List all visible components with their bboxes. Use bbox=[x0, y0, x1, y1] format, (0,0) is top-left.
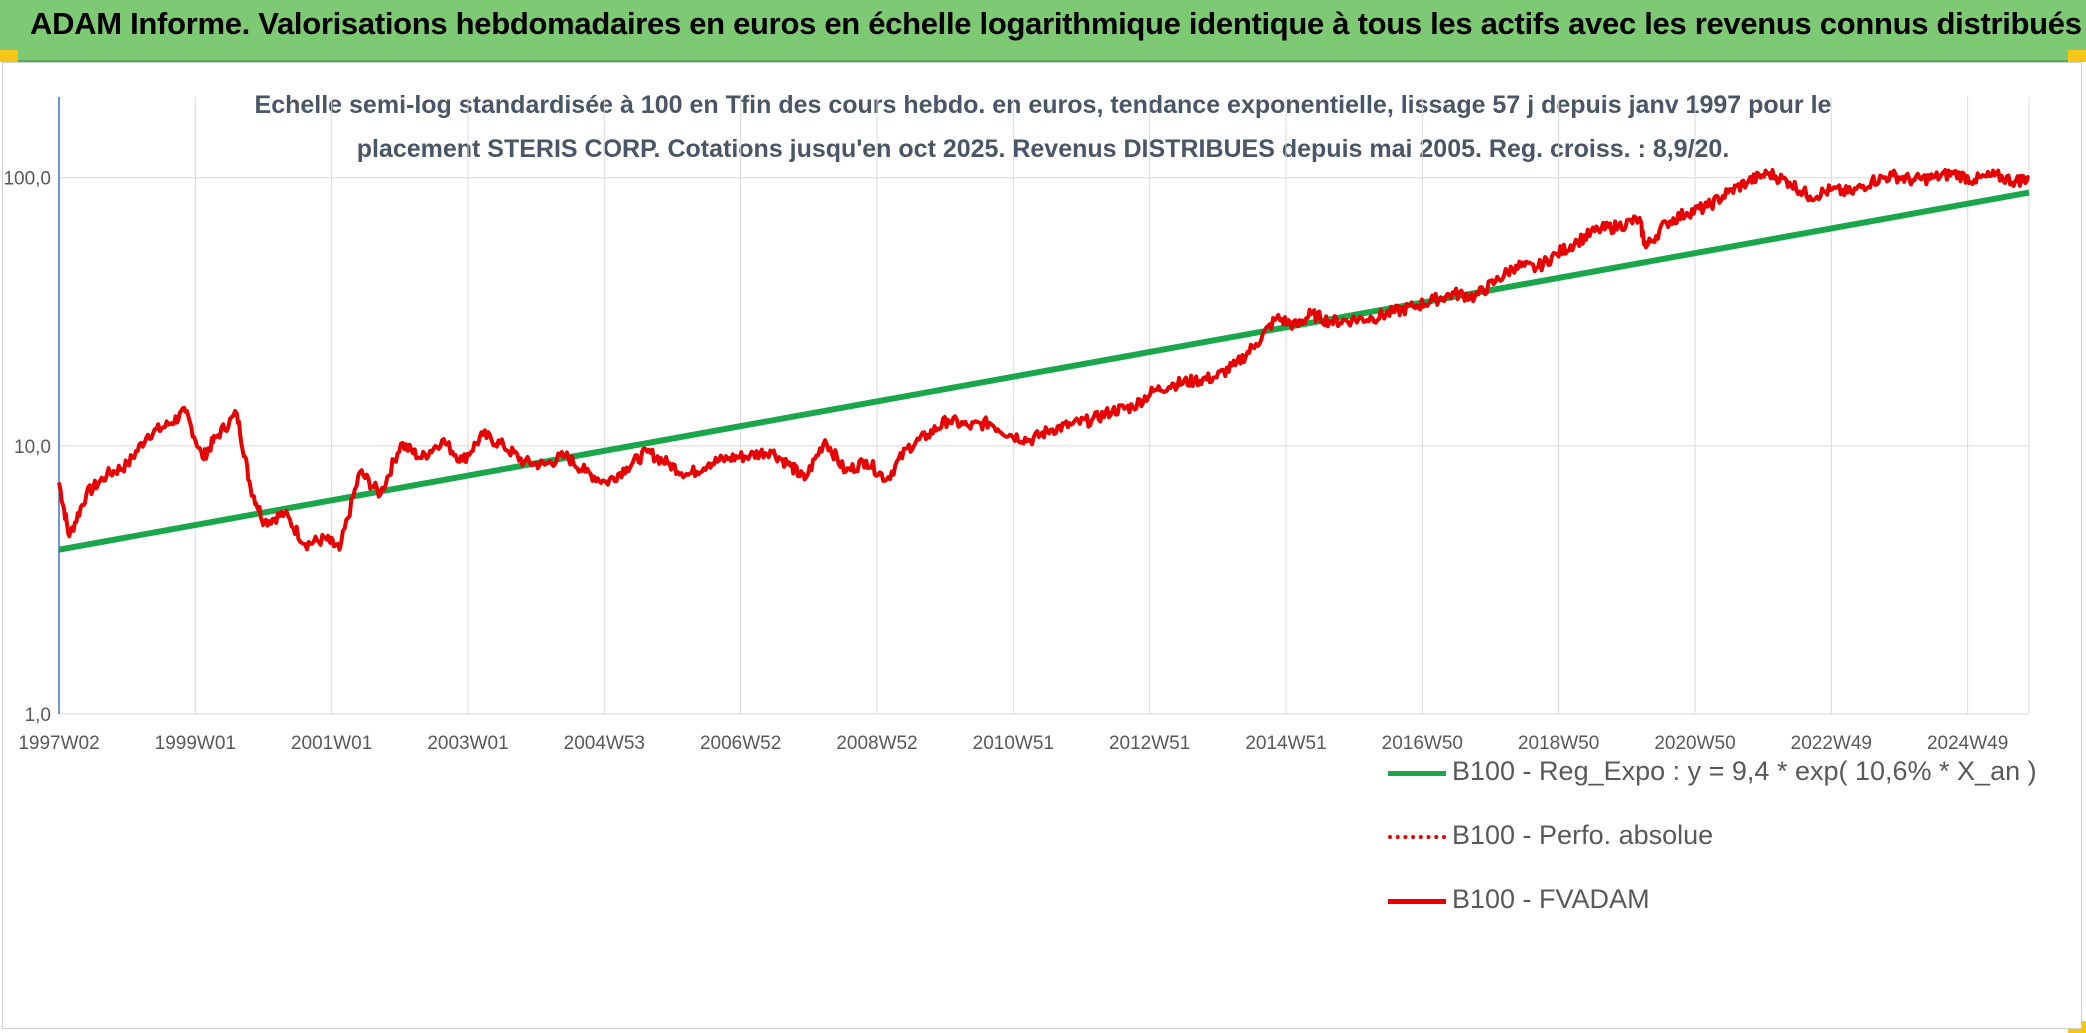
x-tick-label: 2024W49 bbox=[1927, 733, 2008, 754]
x-tick-label: 2014W51 bbox=[1245, 733, 1326, 754]
y-tick-label: 10,0 bbox=[14, 437, 51, 458]
header-band: ADAM Informe. Valorisations hebdomadaire… bbox=[0, 0, 2086, 62]
report-title: ADAM Informe. Valorisations hebdomadaire… bbox=[30, 6, 2082, 41]
series-line-fvadam bbox=[57, 168, 2030, 552]
x-tick-label: 2004W53 bbox=[564, 733, 645, 754]
x-tick-label: 2003W01 bbox=[427, 733, 508, 754]
x-tick-label: 2020W50 bbox=[1654, 733, 1735, 754]
x-axis-ticks: 1997W02 1999W01 2001W01 2003W01 2004W53 2006W… bbox=[18, 733, 2008, 754]
legend-label-trend: B100 - Reg_Expo : y = 9,4 * exp( 10,6% *… bbox=[1452, 756, 2037, 786]
x-tick-label: 2022W49 bbox=[1791, 733, 1872, 754]
y-tick-label: 1,0 bbox=[25, 705, 51, 726]
vertical-gridlines bbox=[58, 97, 2030, 714]
x-tick-label: 2001W01 bbox=[291, 733, 372, 754]
x-tick-label: 2010W51 bbox=[973, 733, 1054, 754]
chart-title-line-2: placement STERIS CORP. Cotations jusqu'e… bbox=[356, 135, 1730, 163]
chart-plot: 1,0 10,0 100,0 1997W02 1999W01 2001W01 2003W0… bbox=[3, 97, 2030, 754]
series-line-trend bbox=[58, 189, 2030, 553]
legend-swatch-perfo bbox=[1388, 835, 1446, 839]
horizontal-gridlines bbox=[58, 97, 2029, 715]
series-layer bbox=[57, 168, 2030, 553]
y-tick-label: 100,0 bbox=[3, 169, 51, 190]
x-tick-label: 2016W50 bbox=[1382, 733, 1463, 754]
x-tick-label: 2006W52 bbox=[700, 733, 781, 754]
x-tick-label: 2008W52 bbox=[836, 733, 917, 754]
x-tick-label: 1997W02 bbox=[18, 733, 99, 754]
x-tick-label: 2012W51 bbox=[1109, 733, 1190, 754]
corner-marker-right bbox=[2068, 50, 2086, 62]
x-tick-label: 2018W50 bbox=[1518, 733, 1599, 754]
legend-label-fvadam: B100 - FVADAM bbox=[1452, 884, 1650, 914]
legend-swatch-trend bbox=[1388, 771, 1446, 776]
legend-label-perfo: B100 - Perfo. absolue bbox=[1452, 820, 1714, 850]
x-tick-label: 1999W01 bbox=[155, 733, 236, 754]
corner-marker-left bbox=[0, 50, 18, 62]
y-axis-ticks: 1,0 10,0 100,0 bbox=[3, 169, 51, 726]
chart-title-line-1: Echelle semi-log standardisée à 100 en T… bbox=[254, 91, 1832, 119]
chart-area: Echelle semi-log standardisée à 100 en T… bbox=[2, 62, 2082, 1029]
legend-swatch-fvadam bbox=[1388, 899, 1446, 904]
